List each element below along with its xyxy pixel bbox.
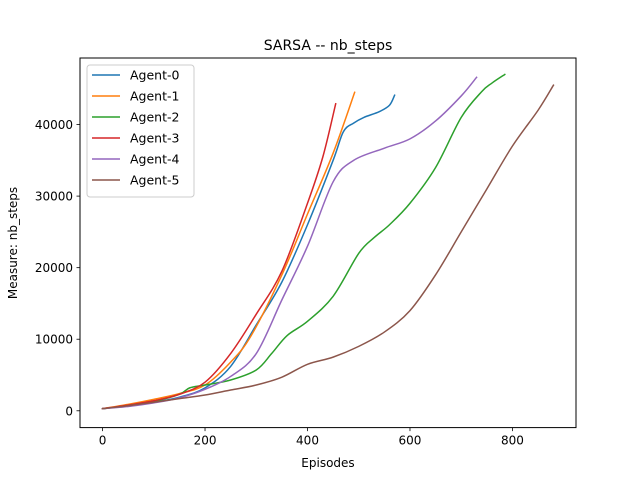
x-axis: 0 200 400 600 800 [99, 427, 524, 448]
legend: Agent-0 Agent-1 Agent-2 Agent-3 Agent-4 Agent… [86, 64, 195, 198]
y-tick-label: 40000 [35, 118, 73, 132]
y-tick-label: 20000 [35, 261, 73, 275]
y-tick-label: 10000 [35, 333, 73, 347]
x-tick-label: 600 [399, 434, 422, 448]
x-tick-label: 200 [194, 434, 217, 448]
x-tick-label: 400 [296, 434, 319, 448]
legend-label-agent-2: Agent-2 [130, 110, 179, 125]
y-tick-label: 30000 [35, 190, 73, 204]
legend-label-agent-3: Agent-3 [130, 131, 179, 146]
legend-label-agent-0: Agent-0 [130, 68, 180, 83]
legend-box [86, 64, 195, 198]
series-line-agent-3 [101, 102, 337, 410]
y-tick-label: 0 [65, 404, 73, 418]
y-axis-label: Measure: nb_steps [6, 187, 20, 299]
plot-frame [79, 57, 577, 429]
chart-title: SARSA -- nb_steps [264, 38, 393, 54]
x-tick-label: 0 [99, 434, 107, 448]
legend-label-agent-5: Agent-5 [130, 173, 179, 188]
legend-label-agent-1: Agent-1 [130, 89, 179, 104]
y-axis: 0 10000 20000 30000 40000 [35, 118, 80, 418]
series-line-agent-5 [101, 84, 555, 410]
x-tick-label: 800 [501, 434, 524, 448]
plot-lines [101, 73, 555, 410]
legend-label-agent-4: Agent-4 [130, 152, 180, 167]
series-line-agent-1 [101, 91, 356, 410]
x-axis-label: Episodes [301, 456, 354, 470]
